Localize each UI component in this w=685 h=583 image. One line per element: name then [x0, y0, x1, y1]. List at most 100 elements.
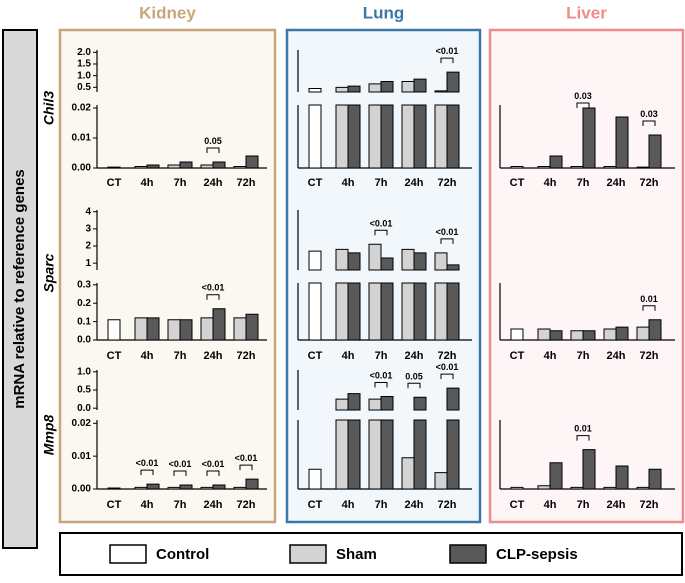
y-tick-label: 0.5 — [77, 385, 91, 396]
bar — [549, 462, 563, 490]
legend-swatch — [449, 544, 487, 564]
panel-title: Kidney — [139, 3, 196, 22]
bracket — [407, 382, 421, 389]
x-tick-label: 4h — [141, 499, 154, 511]
bar — [380, 257, 394, 341]
bar — [401, 457, 415, 490]
bar — [636, 166, 650, 169]
bar — [212, 308, 226, 341]
x-tick-label: 24h — [607, 499, 626, 511]
y-tick-label: 0.5 — [77, 82, 91, 93]
bar — [200, 164, 214, 169]
bracket — [374, 382, 388, 388]
p-value: <0.01 — [202, 459, 225, 469]
bracket — [173, 470, 187, 477]
bar — [582, 449, 596, 490]
bar — [134, 486, 148, 490]
bar — [308, 88, 322, 169]
x-tick-label: CT — [510, 499, 525, 511]
bar — [308, 468, 322, 490]
x-tick-label: 4h — [544, 177, 557, 189]
x-tick-label: 24h — [607, 350, 626, 362]
y-tick-label: 2 — [85, 241, 91, 252]
y-tick-label: 0.2 — [77, 298, 91, 309]
bracket — [440, 238, 454, 244]
x-tick-label: 7h — [174, 499, 187, 511]
bar — [335, 248, 349, 341]
x-tick-label: 4h — [342, 499, 355, 511]
p-value: <0.01 — [169, 459, 192, 469]
bar — [603, 166, 617, 169]
bar — [446, 71, 460, 169]
bracket — [576, 102, 590, 108]
x-tick-label: 4h — [342, 350, 355, 362]
bar — [446, 264, 460, 341]
y-tick-label: 0.00 — [72, 163, 92, 174]
bar — [648, 134, 662, 169]
bar — [146, 483, 160, 490]
bar — [570, 486, 584, 490]
y-tick-label: 0.02 — [72, 103, 92, 114]
legend-box — [59, 532, 683, 576]
bar — [446, 387, 460, 490]
x-tick-label: 4h — [544, 499, 557, 511]
x-tick-label: 72h — [237, 177, 256, 189]
p-value: <0.01 — [202, 283, 225, 293]
x-tick-label: CT — [107, 177, 122, 189]
x-tick-label: 7h — [375, 177, 388, 189]
legend-label: Control — [156, 546, 209, 563]
p-value: 0.05 — [204, 136, 222, 146]
bar — [233, 317, 247, 341]
bar — [570, 166, 584, 169]
bar — [636, 326, 650, 341]
x-tick-label: 4h — [141, 350, 154, 362]
x-tick-label: 72h — [640, 177, 659, 189]
y-tick-label: 1 — [85, 258, 91, 269]
panel — [58, 28, 277, 524]
x-tick-label: 7h — [375, 350, 388, 362]
x-tick-label: 24h — [607, 177, 626, 189]
x-tick-label: 24h — [405, 350, 424, 362]
bracket — [440, 373, 454, 380]
bar — [167, 319, 181, 341]
bar — [134, 166, 148, 169]
bar — [582, 107, 596, 169]
bar — [510, 328, 524, 341]
bar — [401, 248, 415, 341]
bar — [413, 78, 427, 169]
y-tick-label: 0.3 — [77, 279, 91, 290]
bar — [107, 487, 121, 490]
x-tick-label: 24h — [204, 499, 223, 511]
bar — [537, 166, 551, 169]
bracket — [206, 147, 220, 153]
bracket — [642, 120, 656, 126]
panel-title: Lung — [363, 3, 405, 22]
bar — [146, 164, 160, 169]
bar — [245, 478, 259, 490]
bar — [570, 330, 584, 341]
bar — [434, 252, 448, 341]
x-tick-label: 7h — [577, 499, 590, 511]
y-axis-label: mRNA relative to reference genes — [11, 169, 28, 409]
x-tick-label: 4h — [544, 350, 557, 362]
x-tick-label: CT — [107, 499, 122, 511]
x-tick-label: 72h — [438, 177, 457, 189]
bracket — [206, 294, 220, 300]
bracket — [239, 464, 253, 471]
p-value: <0.01 — [370, 218, 393, 228]
bar — [537, 328, 551, 341]
y-tick-label: 0.02 — [72, 418, 92, 429]
y-tick-label: 0.0 — [77, 403, 91, 414]
x-tick-label: 7h — [577, 350, 590, 362]
bar — [347, 85, 361, 169]
legend-label: Sham — [336, 546, 377, 563]
y-tick-label: 0.0 — [77, 335, 91, 346]
bar — [615, 465, 629, 490]
legend-label: CLP-sepsis — [496, 546, 578, 563]
x-tick-label: 24h — [204, 350, 223, 362]
gene-label: Mmp8 — [41, 415, 57, 456]
p-value: 0.03 — [640, 109, 658, 119]
bar — [380, 396, 394, 490]
bracket — [140, 469, 154, 476]
